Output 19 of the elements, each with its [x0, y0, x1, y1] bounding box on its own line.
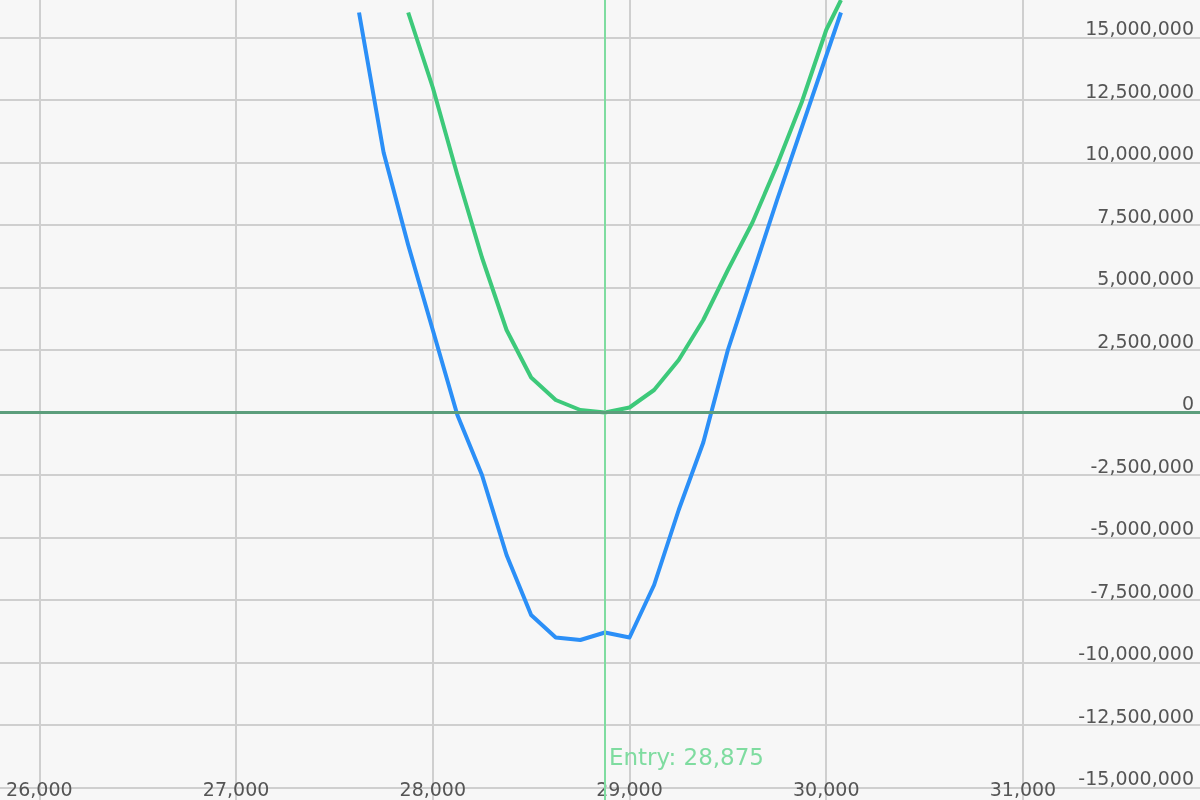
y-tick-label: -2,500,000 [1090, 454, 1194, 477]
y-tick-label: 15,000,000 [1085, 17, 1194, 39]
y-tick-label: -7,500,000 [1090, 579, 1194, 602]
x-tick-label: 31,000 [989, 777, 1057, 800]
x-tick-label: 26,000 [6, 777, 73, 800]
y-tick-label: 12,500,000 [1085, 79, 1194, 102]
x-tick-label: 30,000 [792, 777, 860, 800]
x-tick-label: 28,000 [399, 777, 467, 800]
y-tick-label: 10,000,000 [1085, 142, 1194, 164]
y-tick-label: 2,500,000 [1097, 329, 1194, 352]
ref-line-label: Entry: 28,875 [608, 743, 764, 770]
x-tick-label: 27,000 [202, 777, 270, 800]
y-tick-label: 7,500,000 [1097, 204, 1194, 227]
y-tick-label: 0 [1181, 392, 1194, 414]
y-tick-label: -10,000,000 [1078, 642, 1194, 664]
y-tick-label: -12,500,000 [1078, 704, 1194, 727]
y-tick-label: -5,000,000 [1090, 517, 1194, 539]
y-tick-label: -15,000,000 [1078, 767, 1194, 789]
y-tick-label: 5,000,000 [1097, 267, 1194, 289]
